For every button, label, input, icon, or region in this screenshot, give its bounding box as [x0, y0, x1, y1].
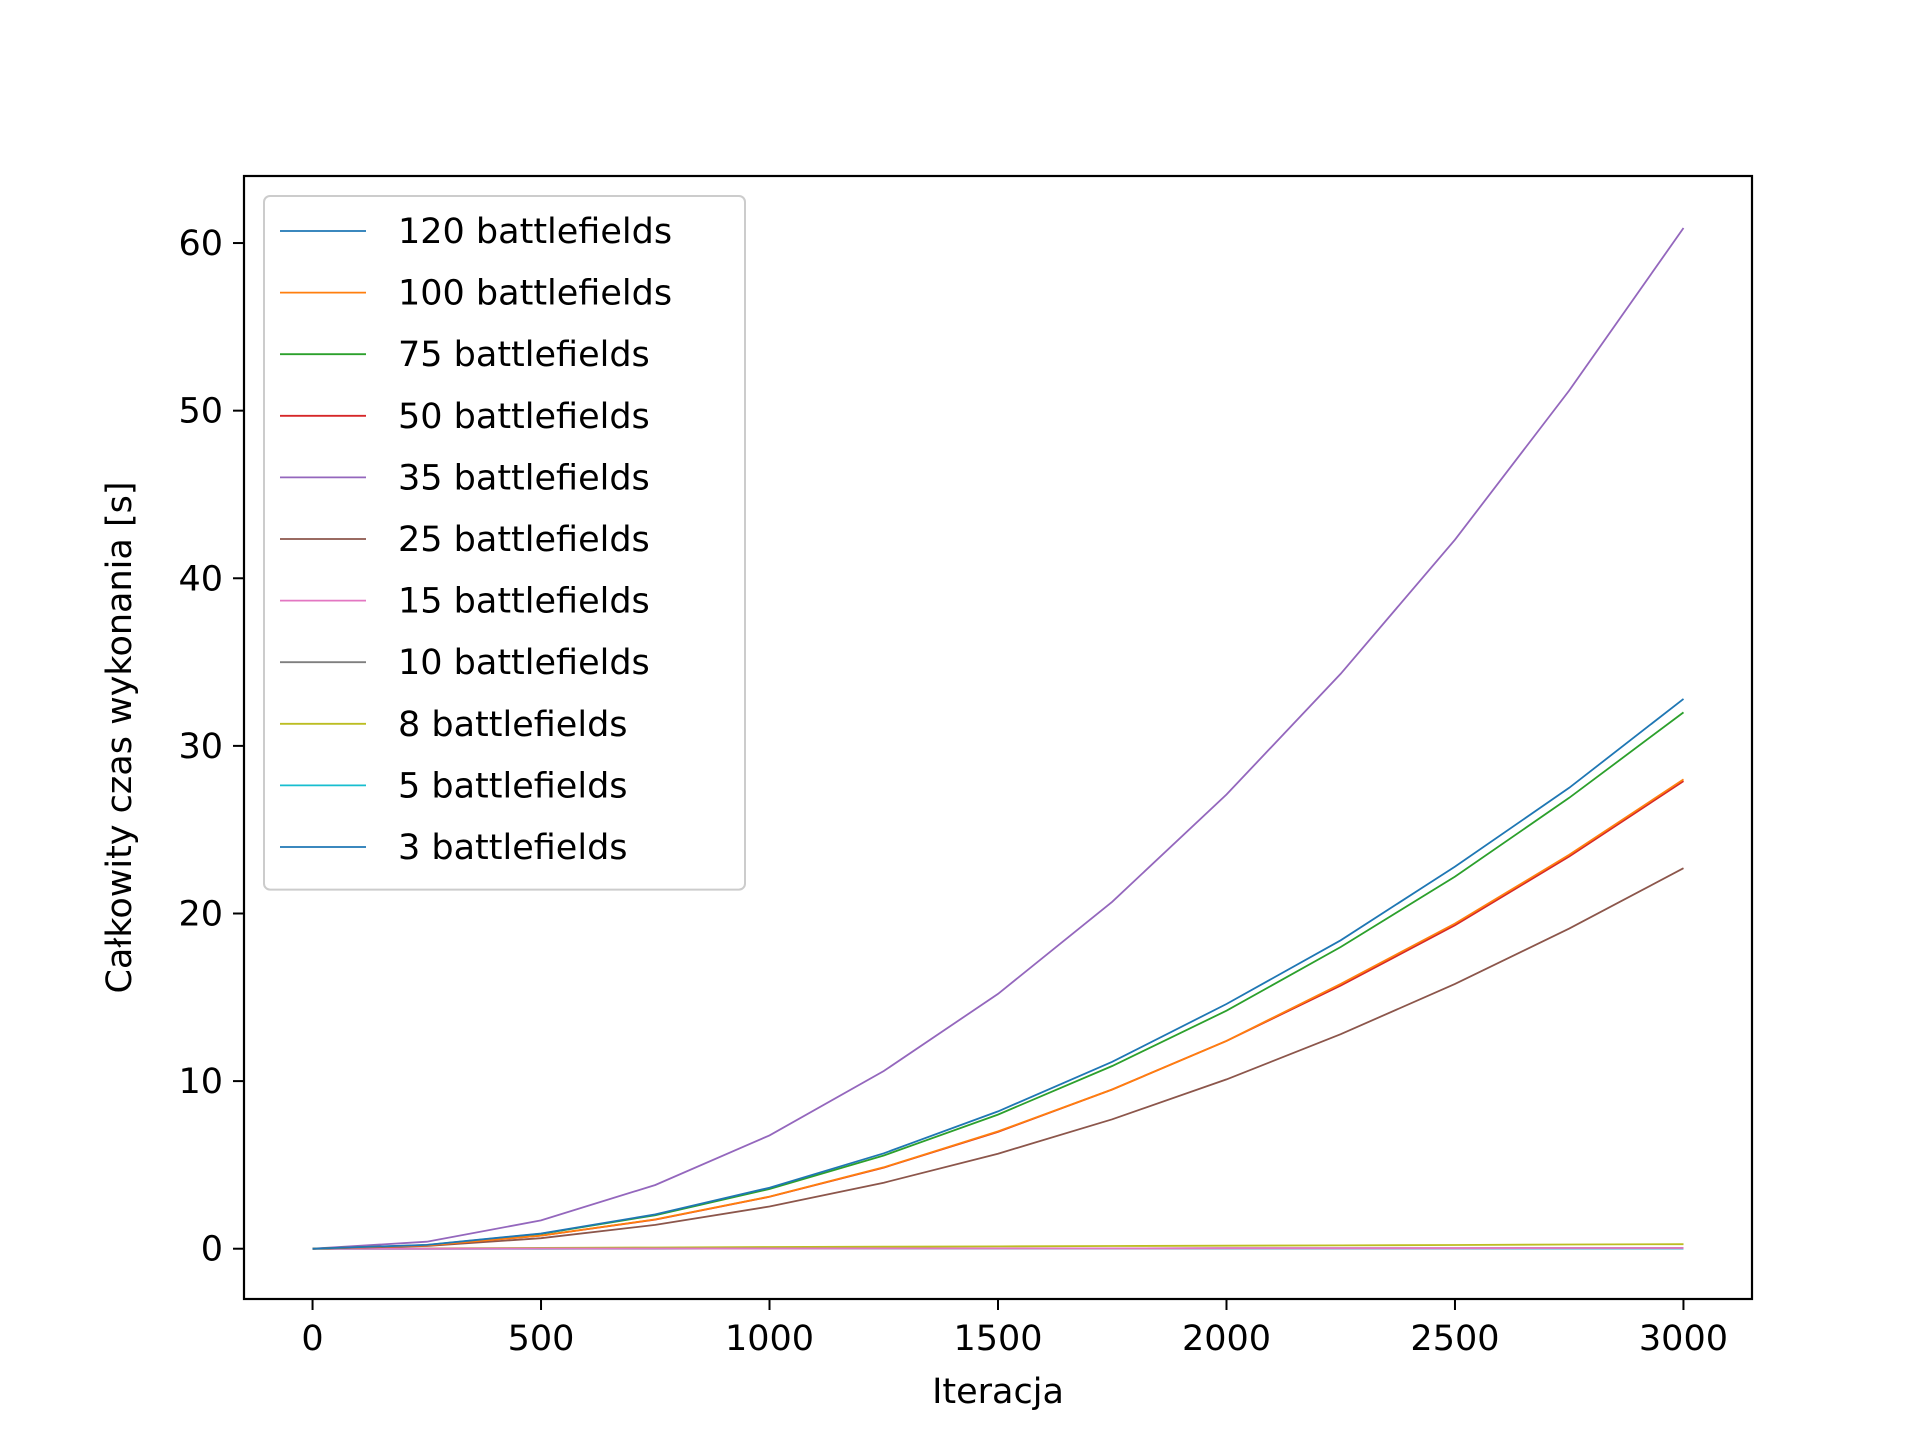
x-tick-label: 2000 [1182, 1319, 1271, 1359]
y-tick-label: 0 [201, 1230, 223, 1270]
legend-label: 35 battlefields [398, 458, 650, 498]
legend-label: 50 battlefields [398, 397, 650, 437]
legend-label: 100 battlefields [398, 274, 672, 314]
series-line-7 [312, 1247, 1684, 1250]
series-line-6 [312, 867, 1684, 1250]
x-tick-label: 1500 [953, 1319, 1042, 1359]
legend-box [263, 195, 746, 891]
series-line-1 [312, 698, 1685, 1250]
x-tick-label: 2500 [1410, 1319, 1499, 1359]
y-axis-label: Całkowity czas wykonania [s] [100, 481, 140, 993]
legend-label: 3 battlefields [398, 828, 628, 868]
legend-label: 25 battlefields [398, 520, 650, 560]
y-tick-label: 40 [178, 559, 223, 599]
y-tick-label: 50 [178, 392, 223, 432]
x-axis-ticks: 0 500 1000 1500 2000 2500 3000 [301, 1299, 1728, 1359]
y-tick-label: 60 [178, 224, 223, 264]
legend: 120 battlefields 100 battlefields 75 battl… [263, 195, 746, 891]
legend-label: 8 battlefields [398, 705, 628, 745]
legend-label: 75 battlefields [398, 335, 650, 375]
series-line-5 [312, 227, 1685, 1250]
series-line-2 [312, 778, 1684, 1250]
legend-label: 120 battlefields [398, 212, 672, 252]
legend-label: 10 battlefields [398, 643, 650, 683]
y-axis-ticks: 0 10 20 30 40 50 60 [178, 224, 244, 1270]
y-tick-label: 20 [178, 894, 223, 934]
y-tick-label: 10 [178, 1062, 223, 1102]
x-tick-label: 500 [508, 1319, 575, 1359]
legend-label: 15 battlefields [398, 582, 650, 622]
y-tick-label: 30 [178, 727, 223, 767]
x-axis-label: Iteracja [932, 1372, 1064, 1412]
x-tick-label: 0 [301, 1319, 323, 1359]
x-tick-label: 3000 [1639, 1319, 1728, 1359]
legend-label: 5 battlefields [398, 766, 628, 806]
series-layer [312, 227, 1685, 1250]
x-tick-label: 1000 [725, 1319, 814, 1359]
